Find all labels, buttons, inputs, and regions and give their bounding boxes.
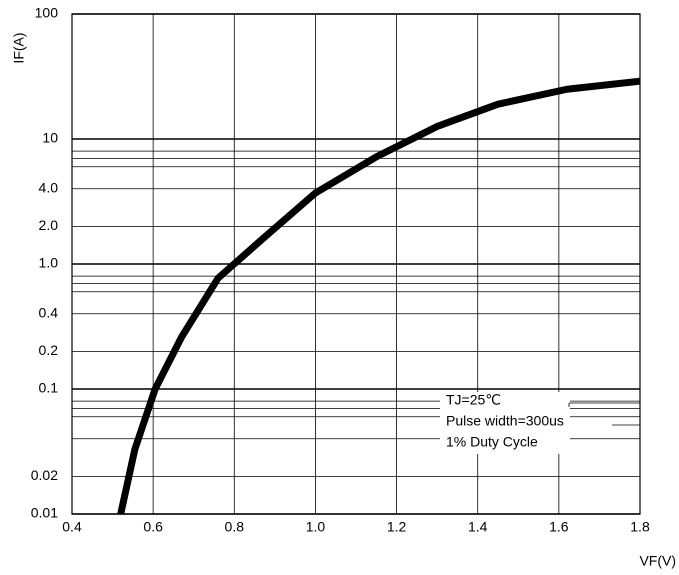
annotation: Pulse width=300us xyxy=(446,413,564,429)
y-tick-label: 0.2 xyxy=(39,342,59,358)
y-tick-label: 0.4 xyxy=(39,304,59,320)
annotation-background xyxy=(440,392,570,454)
x-tick-label: 1.8 xyxy=(630,519,650,535)
x-axis-label: VF(V) xyxy=(639,553,676,569)
annotation: TJ=25℃ xyxy=(446,392,501,408)
x-tick-label: 0.6 xyxy=(143,519,163,535)
y-tick-label: 4.0 xyxy=(39,179,59,195)
x-tick-label: 1.6 xyxy=(549,519,569,535)
x-tick-label: 0.4 xyxy=(62,519,82,535)
x-tick-label: 0.8 xyxy=(225,519,245,535)
curve xyxy=(117,77,641,515)
y-tick-label: 2.0 xyxy=(39,217,59,233)
y-tick-label: 0.01 xyxy=(31,505,58,521)
annotation: 1% Duty Cycle xyxy=(446,434,538,450)
x-tick-label: 1.0 xyxy=(306,519,326,535)
y-tick-label: 1.0 xyxy=(39,255,59,271)
y-tick-label: 100 xyxy=(35,5,59,21)
y-tick-label: 10 xyxy=(42,130,58,146)
y-axis-label: IF(A) xyxy=(11,32,27,63)
y-tick-label: 0.02 xyxy=(31,467,58,483)
y-tick-label: 0.1 xyxy=(39,380,59,396)
x-tick-label: 1.2 xyxy=(387,519,407,535)
plot-frame xyxy=(71,13,641,515)
x-tick-label: 1.4 xyxy=(468,519,488,535)
